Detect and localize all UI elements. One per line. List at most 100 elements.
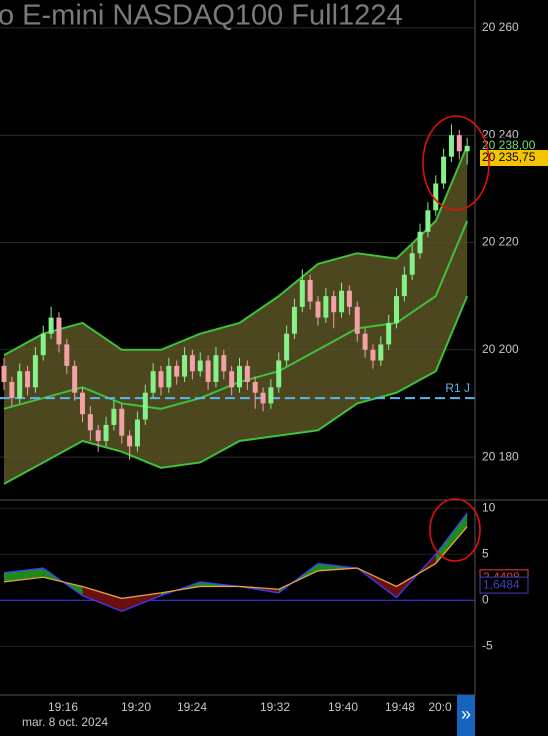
x-tick-label: 19:32 xyxy=(260,700,290,714)
candle-body xyxy=(433,183,439,211)
candle-body xyxy=(127,435,133,447)
oscillator-line xyxy=(3,526,468,600)
oscillator-fill xyxy=(435,512,468,564)
price-panel: 20 260 20 240 20 220 20 200 20 180 R1 J 20 238… xyxy=(0,20,548,485)
candle-body xyxy=(370,349,376,361)
candle-body xyxy=(229,371,235,388)
y-tick-label: 0 xyxy=(482,592,489,606)
band-fill xyxy=(4,145,468,484)
candle-body xyxy=(80,392,85,415)
x-tick-label: 19:16 xyxy=(48,700,78,714)
price-tag: 20 238,00 xyxy=(482,138,536,152)
candle-body xyxy=(401,274,407,297)
annotation-circle xyxy=(422,115,490,211)
candle-body xyxy=(134,419,140,447)
scroll-button-label[interactable]: » xyxy=(461,704,471,724)
candle-body xyxy=(64,344,70,366)
candle-body xyxy=(276,360,282,388)
band-line xyxy=(3,145,469,357)
y-tick-label: 20 220 xyxy=(482,235,519,249)
candle-body xyxy=(244,365,250,382)
x-tick-label: 19:48 xyxy=(385,700,415,714)
reference-label: R1 J xyxy=(445,381,470,395)
candle-body xyxy=(299,280,305,307)
y-tick-label: 10 xyxy=(482,500,496,514)
price-tag-box xyxy=(480,149,548,166)
candle-body xyxy=(268,387,274,404)
candle-body xyxy=(166,365,172,388)
candle-body xyxy=(142,392,148,420)
candle-body xyxy=(1,365,7,382)
price-tag: 20 235,75 xyxy=(482,150,536,164)
x-tick-label: 19:40 xyxy=(328,700,358,714)
candle-body xyxy=(95,430,101,441)
candle-body xyxy=(103,424,109,441)
candle-body xyxy=(307,280,313,302)
candle-body xyxy=(378,344,384,361)
candle-body xyxy=(331,296,337,313)
candle-body xyxy=(339,290,345,313)
chart-title: o E-mini NASDAQ100 Full1224 xyxy=(0,0,403,32)
candle-body xyxy=(40,333,46,356)
candle-body xyxy=(158,371,164,388)
band-line xyxy=(3,295,469,485)
candle-body xyxy=(111,408,117,425)
candle-body xyxy=(354,306,360,334)
candle-body xyxy=(150,371,156,393)
candle-body xyxy=(346,290,352,307)
y-tick-label: 20 260 xyxy=(482,20,519,34)
x-tick-label: 20:0 xyxy=(428,700,452,714)
candle-body xyxy=(394,296,399,323)
value-tag: 1,6484 xyxy=(483,577,520,591)
x-tick-label: 19:24 xyxy=(177,700,207,714)
candle-body xyxy=(323,296,329,318)
value-tag-box xyxy=(479,576,529,594)
price-tag-box xyxy=(480,137,548,154)
candle-body xyxy=(56,317,62,345)
oscillator-fill xyxy=(318,563,358,571)
candle-body xyxy=(456,135,462,152)
candle-body xyxy=(32,355,38,388)
candle-body xyxy=(441,156,447,184)
candle-body xyxy=(197,360,203,372)
candle-body xyxy=(409,253,415,275)
candle-body xyxy=(221,355,227,372)
candle-body xyxy=(464,145,470,152)
candle-body xyxy=(291,306,297,334)
y-tick-label: 20 240 xyxy=(482,127,519,141)
candle-body xyxy=(284,333,290,361)
candle-body xyxy=(260,392,266,404)
oscillator-fill xyxy=(82,586,122,612)
annotation-circle xyxy=(429,498,481,562)
y-tick-label: 5 xyxy=(482,546,489,560)
candle-body xyxy=(87,414,93,431)
candle-body xyxy=(9,381,15,399)
y-tick-label: -5 xyxy=(482,638,493,652)
scroll-button[interactable] xyxy=(457,695,475,736)
candle-body xyxy=(174,365,180,377)
candle-body xyxy=(315,301,321,318)
candle-body xyxy=(17,371,23,399)
candle-body xyxy=(425,210,431,232)
y-tick-label: 20 180 xyxy=(482,449,519,463)
candle-body xyxy=(448,135,454,157)
candle-body xyxy=(252,381,258,393)
candle-body xyxy=(119,408,125,436)
x-tick-label: 19:20 xyxy=(121,700,151,714)
date-label: mar. 8 oct. 2024 xyxy=(22,715,108,729)
candle-body xyxy=(72,365,78,393)
candle-body xyxy=(189,355,195,372)
candle-body xyxy=(25,371,31,388)
candle-body xyxy=(205,360,211,382)
candle-body xyxy=(386,322,392,345)
oscillator-fill xyxy=(4,568,44,582)
candle-body xyxy=(213,355,219,382)
candle-body xyxy=(48,317,54,334)
candle-body xyxy=(182,355,188,377)
candle-body xyxy=(417,231,423,254)
candle-body xyxy=(362,333,368,350)
candle-body xyxy=(237,365,242,388)
